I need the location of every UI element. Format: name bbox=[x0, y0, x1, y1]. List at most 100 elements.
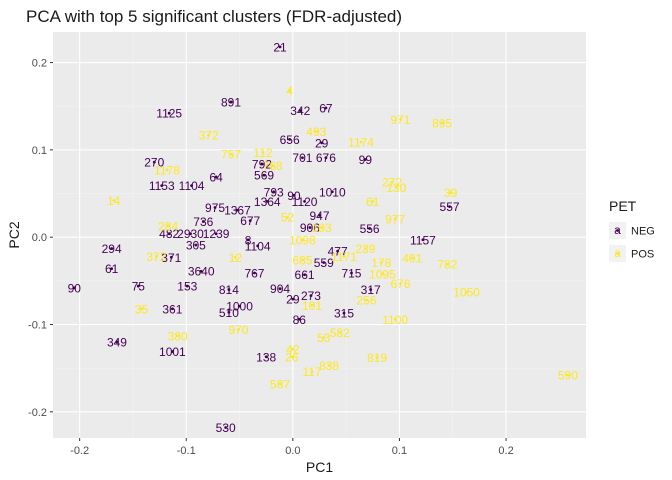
y-tick-label: -0.2 bbox=[28, 407, 47, 419]
data-point-neg bbox=[308, 226, 312, 229]
data-point-neg bbox=[167, 111, 171, 115]
data-point-neg bbox=[72, 286, 76, 290]
data-point-neg bbox=[110, 267, 114, 271]
major-gridlines bbox=[53, 32, 586, 438]
point-label: 272 bbox=[382, 176, 402, 190]
data-point-neg bbox=[278, 45, 282, 49]
point-label: 294 bbox=[102, 242, 122, 256]
point-label: 590 bbox=[558, 369, 578, 383]
data-point-pos bbox=[359, 140, 363, 144]
point-label: 530 bbox=[216, 421, 236, 435]
data-point-neg bbox=[115, 340, 119, 344]
data-point-pos bbox=[286, 215, 289, 219]
data-point-neg bbox=[136, 284, 140, 288]
y-tick-label: 0.0 bbox=[32, 232, 47, 244]
data-point-neg bbox=[229, 100, 233, 104]
data-point-neg bbox=[368, 227, 372, 230]
point-label: 372 bbox=[199, 129, 219, 143]
point-label: 685 bbox=[292, 253, 312, 267]
data-point-pos bbox=[314, 130, 318, 133]
data-point-neg bbox=[185, 284, 189, 288]
data-point-pos bbox=[379, 261, 383, 264]
legend-label: NEG bbox=[631, 226, 655, 238]
point-label: 239 bbox=[355, 242, 375, 256]
data-point-pos bbox=[290, 355, 294, 359]
point-label: 29 bbox=[286, 293, 300, 307]
data-point-neg bbox=[214, 175, 218, 179]
data-point-pos bbox=[261, 151, 265, 154]
point-label: 556 bbox=[360, 222, 380, 236]
point-label: 53 bbox=[317, 331, 331, 345]
point-label: 814 bbox=[219, 283, 239, 297]
data-point-pos bbox=[393, 317, 397, 321]
point-label: 587 bbox=[270, 377, 290, 391]
point-label: 103 bbox=[312, 221, 332, 235]
data-point-pos bbox=[393, 217, 397, 221]
data-point-neg bbox=[160, 184, 164, 188]
point-label: 61 bbox=[105, 262, 119, 276]
point-label: 1104 bbox=[179, 179, 205, 193]
y-tick-label: 0.2 bbox=[32, 58, 47, 70]
point-label: 715 bbox=[341, 266, 361, 280]
point-label: 768 bbox=[263, 159, 283, 173]
point-label: 342 bbox=[290, 104, 310, 118]
data-point-pos bbox=[176, 334, 180, 338]
legend-key-dot bbox=[616, 229, 619, 232]
data-point-pos bbox=[237, 328, 240, 332]
data-point-pos bbox=[440, 121, 444, 125]
point-label: 1104 bbox=[245, 239, 271, 253]
point-label: 677 bbox=[240, 214, 260, 228]
data-point-pos bbox=[390, 180, 394, 184]
data-point-pos bbox=[399, 282, 402, 285]
data-point-pos bbox=[278, 382, 282, 386]
point-label: 67 bbox=[319, 101, 333, 115]
data-point-neg bbox=[324, 106, 328, 110]
legend-title: PET bbox=[609, 198, 637, 214]
data-point-neg bbox=[350, 271, 353, 275]
data-point-pos bbox=[229, 152, 233, 156]
data-point-neg bbox=[260, 162, 264, 166]
data-point-pos bbox=[380, 272, 384, 276]
data-point-pos bbox=[291, 347, 295, 351]
point-label: 4 bbox=[286, 84, 293, 98]
point-label: 26 bbox=[285, 350, 299, 364]
data-point-neg bbox=[291, 297, 295, 301]
x-tick-label: 0.2 bbox=[498, 445, 513, 457]
data-point-pos bbox=[327, 364, 331, 367]
data-point-pos bbox=[233, 255, 237, 259]
data-point-pos bbox=[310, 370, 314, 374]
data-point-pos bbox=[399, 117, 402, 121]
data-point-neg bbox=[369, 288, 373, 291]
point-label: 1001 bbox=[159, 345, 186, 359]
data-point-neg bbox=[297, 317, 301, 321]
data-point-neg bbox=[421, 238, 425, 242]
data-point-neg bbox=[199, 269, 203, 273]
point-label: 380 bbox=[168, 329, 188, 343]
x-tick-label: 0.0 bbox=[285, 445, 300, 457]
data-point-neg bbox=[330, 190, 334, 194]
point-label: 559 bbox=[314, 256, 334, 270]
point-label: 1239 bbox=[203, 227, 230, 241]
point-label: 29 bbox=[315, 136, 329, 150]
data-point-neg bbox=[336, 249, 340, 253]
point-label: 61 bbox=[366, 195, 380, 209]
chart-title: PCA with top 5 significant clusters (FDR… bbox=[26, 7, 402, 26]
point-label: 101 bbox=[302, 299, 322, 313]
point-label: 372 bbox=[146, 250, 166, 264]
data-point-pos bbox=[288, 89, 292, 92]
point-label: 401 bbox=[402, 252, 422, 266]
data-point-pos bbox=[566, 373, 570, 377]
point-label: 661 bbox=[295, 268, 315, 282]
point-label: 64 bbox=[209, 170, 223, 184]
data-point-pos bbox=[375, 356, 379, 360]
data-point-neg bbox=[324, 156, 328, 160]
point-label: 273 bbox=[301, 289, 321, 303]
point-label: 130 bbox=[386, 181, 406, 195]
data-point-neg bbox=[201, 220, 205, 223]
data-point-neg bbox=[167, 232, 171, 236]
data-point-pos bbox=[446, 262, 449, 266]
data-point-neg bbox=[363, 158, 367, 161]
data-point-neg bbox=[320, 141, 324, 145]
point-label: 676 bbox=[316, 151, 336, 165]
data-point-pos bbox=[394, 186, 398, 189]
